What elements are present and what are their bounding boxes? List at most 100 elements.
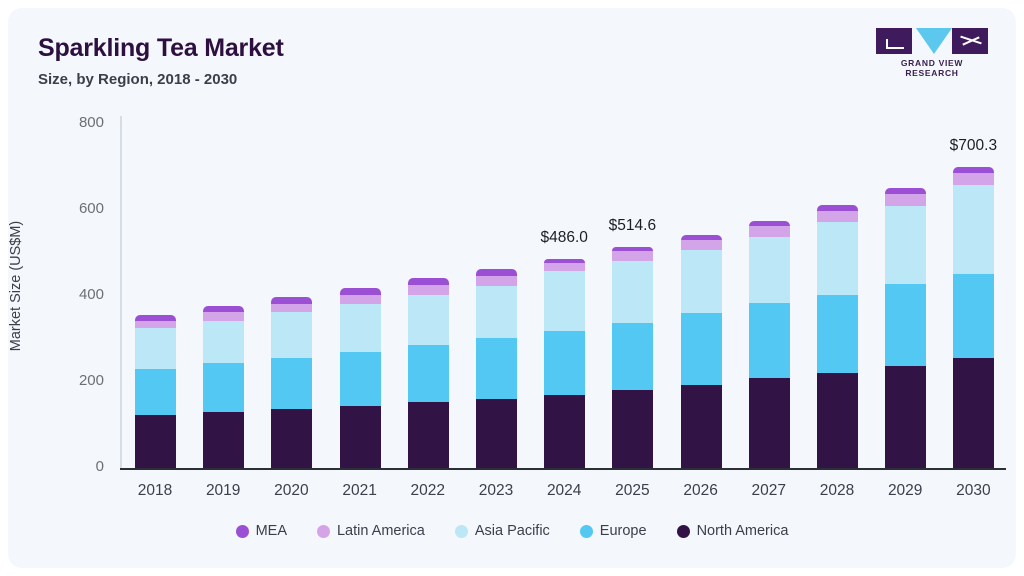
segment-europe[interactable] xyxy=(407,345,449,403)
segment-asia-pacific[interactable] xyxy=(680,249,722,314)
segment-mea[interactable] xyxy=(680,235,722,241)
legend-item-latin-america[interactable]: Latin America xyxy=(316,523,425,539)
grand-view-research-logo: GRAND VIEW RESEARCH xyxy=(876,28,988,78)
segment-latin-america[interactable] xyxy=(885,194,927,207)
segment-europe[interactable] xyxy=(680,313,722,385)
segment-europe[interactable] xyxy=(544,330,586,395)
segment-asia-pacific[interactable] xyxy=(476,285,517,339)
x-tick-label: 2028 xyxy=(819,482,855,499)
segment-mea[interactable] xyxy=(885,187,927,195)
segment-europe[interactable] xyxy=(885,283,927,367)
legend-item-europe[interactable]: Europe xyxy=(579,523,647,539)
segment-europe[interactable] xyxy=(953,274,995,358)
logo-g-mark xyxy=(886,39,904,49)
bar-2021[interactable] xyxy=(339,288,381,468)
legend-item-north-america[interactable]: North America xyxy=(676,523,788,539)
segment-north-america[interactable] xyxy=(339,405,381,468)
segment-asia-pacific[interactable] xyxy=(953,185,995,275)
bar-2029[interactable] xyxy=(885,187,927,468)
segment-north-america[interactable] xyxy=(953,357,995,468)
y-tick-label: 400 xyxy=(78,286,104,303)
bar-2019[interactable] xyxy=(203,306,245,468)
chart-plot-area: Market Size (US$M) 0 200 400 600 800 2018 201… xyxy=(8,8,1016,568)
legend-item-mea[interactable]: MEA xyxy=(235,523,287,539)
segment-mea[interactable] xyxy=(135,314,176,321)
segment-north-america[interactable] xyxy=(135,414,176,468)
bar-2018[interactable] xyxy=(135,314,176,468)
bar-2027[interactable] xyxy=(748,220,790,468)
segment-mea[interactable] xyxy=(544,259,586,263)
segment-latin-america[interactable] xyxy=(953,173,995,186)
legend-swatch-icon xyxy=(316,524,330,538)
segment-asia-pacific[interactable] xyxy=(885,206,927,284)
segment-mea[interactable] xyxy=(476,268,517,276)
segment-mea[interactable] xyxy=(203,306,245,313)
segment-north-america[interactable] xyxy=(544,394,586,468)
segment-europe[interactable] xyxy=(339,351,381,406)
legend-swatch-icon xyxy=(579,524,593,538)
segment-latin-america[interactable] xyxy=(817,211,858,223)
segment-mea[interactable] xyxy=(407,278,449,286)
segment-asia-pacific[interactable] xyxy=(203,320,245,364)
segment-asia-pacific[interactable] xyxy=(407,294,449,346)
segment-latin-america[interactable] xyxy=(407,285,449,295)
segment-mea[interactable] xyxy=(748,220,790,227)
segment-asia-pacific[interactable] xyxy=(339,303,381,352)
segment-asia-pacific[interactable] xyxy=(135,328,176,369)
chart-card: Sparkling Tea Market Size, by Region, 20… xyxy=(8,8,1016,568)
bar-2026[interactable] xyxy=(680,235,722,468)
segment-mea[interactable] xyxy=(339,288,381,295)
segment-north-america[interactable] xyxy=(407,402,449,468)
segment-mea[interactable] xyxy=(271,297,313,304)
segment-north-america[interactable] xyxy=(885,366,927,468)
segment-mea[interactable] xyxy=(953,167,995,174)
segment-asia-pacific[interactable] xyxy=(748,236,790,304)
segment-north-america[interactable] xyxy=(203,411,245,468)
segment-north-america[interactable] xyxy=(612,390,654,468)
page-title: Sparkling Tea Market xyxy=(38,34,284,62)
segment-asia-pacific[interactable] xyxy=(612,260,654,324)
y-tick-label: 800 xyxy=(78,114,104,131)
segment-north-america[interactable] xyxy=(748,378,790,468)
segment-latin-america[interactable] xyxy=(612,251,654,261)
segment-latin-america[interactable] xyxy=(339,294,381,304)
segment-latin-america[interactable] xyxy=(544,262,586,272)
segment-latin-america[interactable] xyxy=(203,312,245,321)
segment-latin-america[interactable] xyxy=(476,275,517,286)
segment-latin-america[interactable] xyxy=(748,226,790,237)
bar-2023[interactable] xyxy=(476,268,517,468)
segment-europe[interactable] xyxy=(271,357,313,409)
segment-latin-america[interactable] xyxy=(135,320,176,329)
bar-2024[interactable] xyxy=(544,259,586,468)
legend-label: Asia Pacific xyxy=(474,523,550,539)
bar-2030[interactable] xyxy=(953,167,995,468)
bar-2020[interactable] xyxy=(271,297,313,468)
data-label-2024: $486.0 xyxy=(540,229,588,247)
segment-asia-pacific[interactable] xyxy=(544,271,586,331)
segment-north-america[interactable] xyxy=(817,372,858,468)
segment-europe[interactable] xyxy=(612,323,654,391)
segment-north-america[interactable] xyxy=(680,384,722,468)
logo-square-left xyxy=(876,28,912,54)
y-axis-title: Market Size (US$M) xyxy=(8,220,24,352)
segment-latin-america[interactable] xyxy=(680,240,722,250)
segment-asia-pacific[interactable] xyxy=(817,222,858,295)
bar-2022[interactable] xyxy=(407,278,449,468)
segment-europe[interactable] xyxy=(476,338,517,399)
bar-2025[interactable] xyxy=(612,246,654,468)
segment-europe[interactable] xyxy=(748,303,790,379)
segment-mea[interactable] xyxy=(817,205,858,212)
segment-europe[interactable] xyxy=(203,363,245,412)
segment-europe[interactable] xyxy=(135,368,176,415)
x-tick-label: 2029 xyxy=(887,482,923,499)
segment-north-america[interactable] xyxy=(271,408,313,468)
segment-north-america[interactable] xyxy=(476,398,517,468)
segment-europe[interactable] xyxy=(817,294,858,373)
x-tick-label: 2020 xyxy=(274,482,309,499)
segment-asia-pacific[interactable] xyxy=(271,312,313,358)
legend-item-asia-pacific[interactable]: Asia Pacific xyxy=(454,523,550,539)
segment-mea[interactable] xyxy=(612,246,654,252)
bar-2028[interactable] xyxy=(817,205,858,468)
legend-swatch-icon xyxy=(454,524,468,538)
segment-latin-america[interactable] xyxy=(271,303,313,313)
